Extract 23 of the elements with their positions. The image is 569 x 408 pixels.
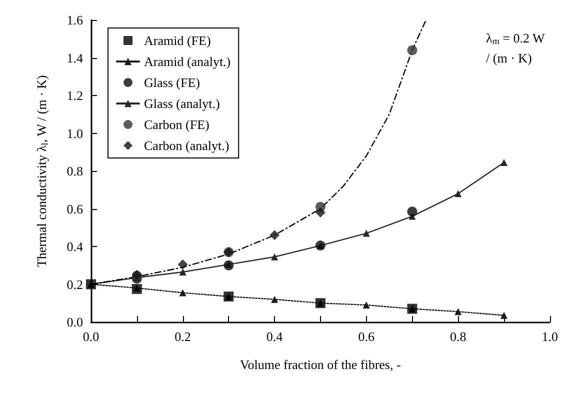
y-tick-label: 0.2	[66, 276, 83, 292]
x-tick-label: 0.4	[266, 329, 284, 344]
y-tick-label: 0.0	[66, 314, 83, 330]
legend-label: Glass (FE)	[144, 75, 200, 90]
y-tick-label: 1.6	[66, 12, 84, 28]
y-tick-label: 0.8	[66, 164, 83, 178]
legend-label: Carbon (FE)	[144, 117, 210, 132]
x-tick-label: 0.6	[358, 329, 375, 344]
legend-label: Carbon (analyt.)	[144, 138, 230, 153]
legend-label: Glass (analyt.)	[144, 96, 220, 111]
x-tick-label: 0.0	[82, 329, 100, 344]
x-tick-label: 0.8	[450, 329, 466, 344]
x-tick-label: 0.2	[174, 329, 191, 344]
y-tick-label: 1.0	[66, 126, 83, 141]
y-tick-label: 0.6	[66, 201, 84, 216]
x-axis-title: Volume fraction of the fibres, -	[240, 357, 401, 372]
y-tick-label: 1.4	[66, 50, 84, 66]
y-axis-title: Thermal conductivity λl, W / (m · K)	[34, 75, 50, 268]
legend-label: Aramid (FE)	[144, 33, 211, 48]
legend-label: Aramid (analyt.)	[144, 54, 231, 69]
x-tick-label: 1.0	[542, 329, 558, 344]
y-tick-label: 0.4	[66, 239, 84, 254]
y-tick-label: 1.2	[66, 88, 83, 103]
